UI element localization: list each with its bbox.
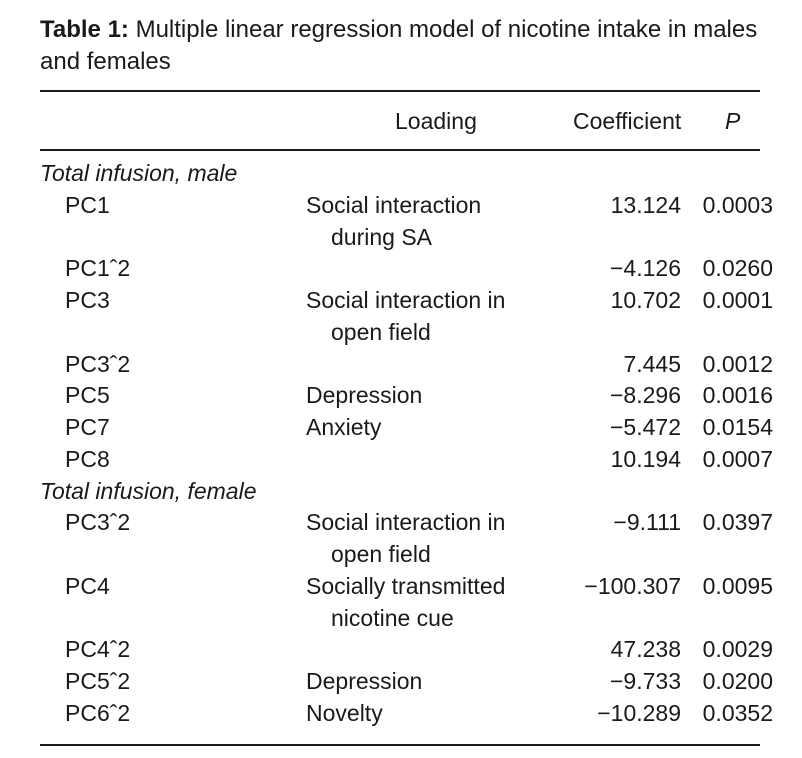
row-p-value: 0.0154 (702, 414, 773, 440)
row-loading-line: Social interaction (306, 191, 482, 218)
row-loading-line: Depression (306, 382, 423, 409)
row-p-value: 0.0016 (702, 382, 773, 409)
row-coefficient: 13.124 (610, 191, 681, 218)
group-heading: Total infusion, female (40, 477, 257, 504)
row-loading-line: Social interaction in (306, 509, 506, 536)
row-loading-line: Depression (306, 668, 423, 694)
row-variable: PC3ˆ2 (65, 350, 131, 377)
row-variable: PC5 (65, 382, 110, 409)
row-loading: Depression (306, 665, 422, 697)
bottom-rule (40, 744, 760, 746)
row-coefficient: −5.472 (610, 414, 681, 440)
row-p-value: 0.0352 (702, 699, 773, 726)
row-p-value: 0.0001 (702, 287, 773, 313)
row-loading-line: Anxiety (306, 414, 382, 440)
table-label: Table 1: (40, 16, 129, 43)
row-loading-line: nicotine cue (331, 604, 454, 631)
header-loading: Loading (395, 108, 477, 134)
row-variable: PC7 (65, 414, 110, 440)
row-p-value: 0.0260 (702, 255, 773, 282)
row-coefficient: 7.445 (623, 350, 681, 377)
table-title: Multiple linear regression model of nico… (40, 16, 758, 75)
row-variable: PC4ˆ2 (65, 636, 131, 663)
table-caption: Table 1: Multiple linear regression mode… (40, 14, 762, 78)
row-coefficient: −9.111 (613, 509, 681, 536)
row-p-value: 0.0003 (702, 191, 773, 218)
row-loading-line: Socially transmitted (306, 572, 506, 599)
row-p-value: 0.0012 (702, 350, 773, 377)
row-coefficient: 47.238 (610, 636, 681, 663)
header-p: P (725, 108, 741, 134)
row-loading: Social interaction in open field (306, 284, 505, 348)
row-coefficient: −8.296 (610, 382, 681, 409)
row-loading: Depression (306, 379, 422, 411)
row-coefficient: −10.289 (597, 699, 681, 726)
row-variable: PC6ˆ2 (65, 699, 131, 726)
row-loading-line: during SA (331, 223, 433, 250)
row-variable: PC1 (65, 191, 110, 218)
row-loading-line: open field (331, 541, 431, 568)
row-p-value: 0.0200 (702, 668, 773, 694)
row-p-value: 0.0007 (702, 445, 773, 472)
row-loading: Social interaction in open field (306, 506, 505, 570)
header-rule (40, 149, 760, 151)
group-heading: Total infusion, male (40, 160, 238, 186)
row-variable: PC8 (65, 445, 110, 472)
row-variable: PC3ˆ2 (65, 509, 131, 536)
row-coefficient: −100.307 (584, 572, 681, 599)
row-coefficient: −4.126 (610, 255, 681, 282)
row-variable: PC4 (65, 572, 110, 599)
row-variable: PC5ˆ2 (65, 668, 131, 694)
row-loading: Social interaction during SA (306, 189, 481, 253)
row-coefficient: 10.702 (610, 287, 681, 313)
top-rule (40, 90, 760, 92)
row-p-value: 0.0029 (702, 636, 773, 663)
row-loading: Novelty (306, 697, 383, 729)
header-coefficient: Coefficient (573, 108, 682, 134)
row-loading: Socially transmitted nicotine cue (306, 570, 505, 634)
row-coefficient: −9.733 (610, 668, 681, 694)
row-loading-line: open field (331, 319, 431, 345)
row-loading-line: Social interaction in (306, 287, 506, 313)
row-p-value: 0.0095 (702, 572, 773, 599)
row-p-value: 0.0397 (702, 509, 773, 536)
row-loading: Anxiety (306, 411, 381, 443)
row-coefficient: 10.194 (610, 445, 681, 472)
row-variable: PC3 (65, 287, 110, 313)
row-variable: PC1ˆ2 (65, 255, 131, 282)
row-loading-line: Novelty (306, 699, 383, 726)
